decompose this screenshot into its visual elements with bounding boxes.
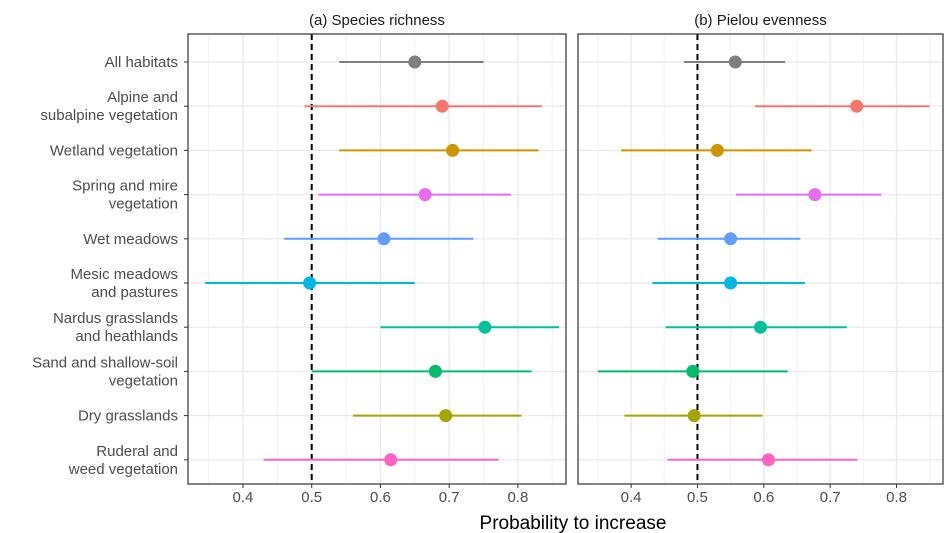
x-tick-label: 0.4	[233, 489, 254, 506]
category-label: Ruderal and weed vegetation	[68, 443, 178, 478]
category-label-line: and pastures	[91, 284, 178, 301]
category-label: Mesic meadows and pastures	[70, 266, 178, 301]
estimate-point	[761, 453, 775, 467]
estimate-point	[303, 276, 317, 290]
category-label: Dry grasslands	[78, 408, 178, 425]
x-tick-label: 0.5	[687, 489, 708, 506]
x-tick-label: 0.8	[886, 489, 907, 506]
category-label-line: vegetation	[109, 196, 178, 213]
estimate-point	[384, 453, 398, 467]
category-label: Alpine and subalpine vegetation	[40, 89, 178, 124]
category-label-line: Nardus grasslands	[53, 310, 178, 327]
estimate-point	[428, 364, 442, 378]
x-tick-label: 0.7	[820, 489, 841, 506]
panel-title: (b) Pielou evenness	[694, 12, 827, 29]
estimate-point	[728, 55, 742, 69]
category-label-line: Ruderal and	[96, 443, 178, 460]
category-label-line: Spring and mire	[72, 178, 178, 195]
x-tick-label: 0.7	[439, 489, 460, 506]
category-label-line: Mesic meadows	[70, 266, 178, 283]
estimate-point	[439, 409, 453, 423]
panel-title: (a) Species richness	[309, 12, 445, 29]
category-label-line: weed vegetation	[68, 461, 178, 478]
x-tick-label: 0.8	[507, 489, 528, 506]
category-label-line: Wet meadows	[83, 231, 178, 248]
category-label: Nardus grasslands and heathlands	[53, 310, 178, 345]
estimate-point	[418, 188, 432, 202]
category-label-line: vegetation	[109, 372, 178, 389]
x-tick-label: 0.6	[370, 489, 391, 506]
category-label-line: subalpine vegetation	[40, 107, 178, 124]
panel-a: (a) Species richness 0.4 0.5 0.6 0.7 0.8	[187, 12, 567, 506]
estimate-point	[408, 55, 422, 69]
panel-b: (b) Pielou evenness 0.4 0.5 0.6 0.7 0.8	[577, 12, 944, 506]
estimate-point	[724, 232, 738, 246]
x-axis-title: Probability to increase	[480, 513, 667, 533]
category-label: All habitats	[105, 54, 178, 71]
estimate-point	[446, 143, 460, 157]
estimate-point	[724, 276, 738, 290]
panel-border	[187, 33, 567, 485]
category-label: Spring and mire vegetation	[72, 178, 178, 213]
category-label-line: Alpine and	[107, 89, 178, 106]
estimate-point	[808, 188, 822, 202]
estimate-point	[754, 320, 767, 334]
y-axis: All habitats Alpine and subalpine vegetati…	[32, 54, 188, 478]
category-label: Wet meadows	[83, 231, 178, 248]
estimate-point	[850, 99, 864, 113]
estimate-point	[478, 320, 492, 334]
x-tick-label: 0.4	[621, 489, 642, 506]
panel-border	[577, 33, 944, 485]
category-label: Wetland vegetation	[50, 142, 178, 159]
estimate-point	[710, 143, 724, 157]
estimate-point	[686, 364, 700, 378]
category-label-line: Wetland vegetation	[50, 142, 178, 159]
estimate-point	[687, 409, 701, 423]
x-tick-label: 0.5	[301, 489, 322, 506]
category-label-line: Dry grasslands	[78, 408, 178, 425]
estimate-point	[435, 99, 449, 113]
category-label-line: and heathlands	[75, 328, 178, 345]
category-label-line: All habitats	[105, 54, 178, 71]
estimate-point	[377, 232, 391, 246]
x-tick-label: 0.6	[753, 489, 774, 506]
category-label: Sand and shallow-soil vegetation	[32, 354, 178, 389]
category-label-line: Sand and shallow-soil	[32, 354, 178, 371]
